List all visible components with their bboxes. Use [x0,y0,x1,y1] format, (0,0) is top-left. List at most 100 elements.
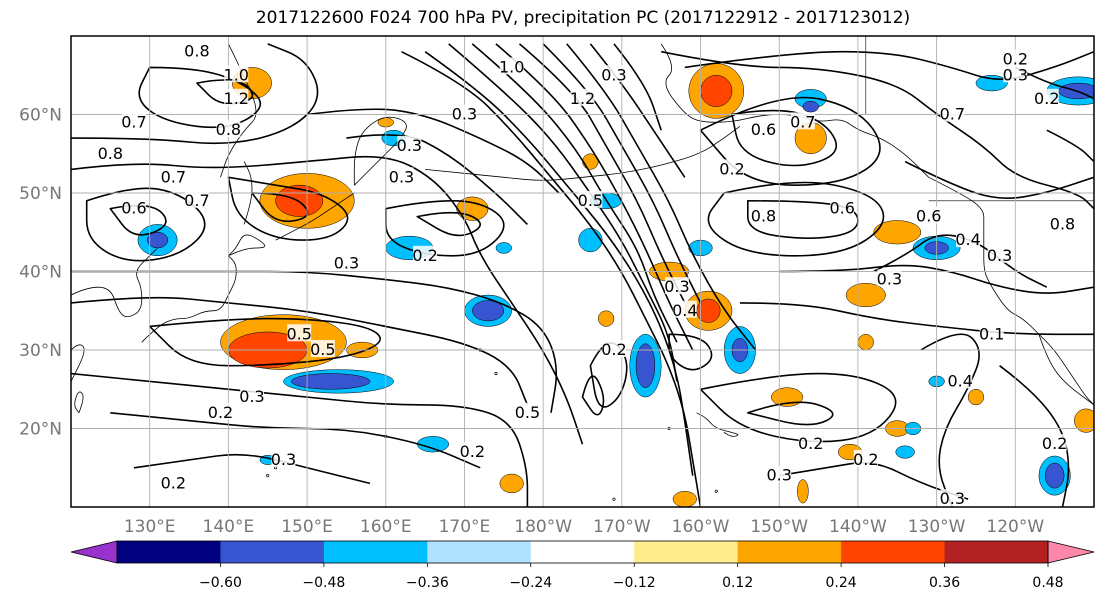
contour-label: 0.4 [955,230,980,249]
colorbar-tick-label: 0.12 [722,575,753,591]
coastline [74,391,84,414]
contour-label-bg [515,402,540,420]
contour-label-bg [271,449,296,467]
lon-tick-label: 150°E [281,517,333,537]
contour-label-bg [1003,65,1028,83]
pv-contour-line [707,181,885,257]
pv-contour-line [385,200,505,257]
lat-tick-label: 50°N [19,184,62,204]
lon-tick-label: 160°W [672,517,730,537]
precip-cell [967,389,985,406]
island [494,371,498,376]
pv-contour-line [747,200,859,239]
coastline [228,234,266,257]
contour-label-bg [184,190,209,208]
contour-label: 0.3 [664,277,689,296]
contour-label-bg [672,300,697,318]
lon-tick-label: 180°W [514,517,572,537]
colorbar-tick-label: −0.60 [199,575,242,591]
contour-label-bg [224,88,249,106]
map-frame [70,35,1095,508]
contour-label-bg [121,112,146,130]
contour-label: 0.3 [767,466,792,485]
contour-label: 0.7 [121,112,146,131]
contour-label-bg [916,206,941,224]
pv-contour-line [589,43,686,178]
contour-label: 0.3 [239,387,264,406]
colorbar-segment [737,541,842,563]
contour-label: 0.2 [853,450,878,469]
contour-label: 0.6 [829,199,854,218]
contour-label: 0.7 [790,112,815,131]
precip-cell [700,75,733,107]
pv-contour-line [613,43,662,131]
island [266,474,270,478]
contour-label-bg [389,167,414,185]
pv-contour-line [346,134,528,225]
precip-cell [416,436,449,453]
colorbar-segment [841,541,946,563]
pv-contour-line [581,375,605,416]
coastlines [71,36,1094,516]
pv-contour-line [747,401,834,426]
precip-cell [635,343,656,388]
contour-label-bg [578,190,603,208]
contour-label: 0.2 [1042,434,1067,453]
contour-label-bg [767,465,792,483]
colorbar-segment [634,541,739,563]
contour-label: 0.3 [987,246,1012,265]
contour-label-bg [1034,88,1059,106]
colorbar-segment [530,541,635,563]
precip-cell [499,473,524,494]
lat-tick-label: 20°N [19,420,62,440]
coastline [141,255,237,343]
contour-label-bg [452,104,477,122]
contour-label-bg [1050,214,1075,232]
contour-label-bg [830,198,855,216]
precip-cell [895,445,915,459]
colorbar-tick-label: 0.24 [826,575,857,591]
precip-cell [802,100,819,113]
coastline [71,247,158,318]
lon-tick-label: 130°E [124,517,176,537]
lon-tick-label: 170°W [593,517,651,537]
coastline [71,344,85,383]
coastline [696,412,739,437]
colorbar-tick-label: −0.24 [509,575,552,591]
precip-cell [1074,408,1094,433]
pv-contour-line [566,43,757,351]
pv-contour-line [699,372,897,443]
contour-label-bg [751,206,776,224]
contour-label: 0.3 [1003,65,1028,84]
contour-label-bg [798,434,823,452]
coastline [220,43,257,178]
contour-label: 0.8 [98,144,123,163]
pv-contour-line [1046,129,1094,163]
precip-cell [857,334,874,351]
colorbar-tick-label: −0.12 [613,575,656,591]
pv-contour-line [416,211,481,237]
colorbar-extend-right [1047,540,1095,564]
precip-cell [578,228,603,253]
coastline [275,192,355,241]
precip-cell [472,300,505,322]
contour-label: 1.0 [224,65,249,84]
lon-tick-label: 150°W [750,517,808,537]
pv-contour-line [739,302,1094,336]
coastline [1038,334,1094,406]
contour-label-bg [940,489,965,507]
contour-label: 0.3 [271,450,296,469]
pv-contour-line [133,453,371,485]
contour-label: 0.2 [719,159,744,178]
contour-label-bg [1042,434,1067,452]
contour-label: 0.7 [184,191,209,210]
contour-label: 0.6 [121,199,146,218]
pv-contour-line [471,43,678,343]
contour-label-bg [940,104,965,122]
contour-label-bg [790,112,815,130]
contour-label-bg [570,88,595,106]
lat-tick-label: 40°N [19,263,62,283]
contour-label-bg [877,269,902,287]
island [440,514,442,516]
colorbar-outline [116,540,1049,564]
